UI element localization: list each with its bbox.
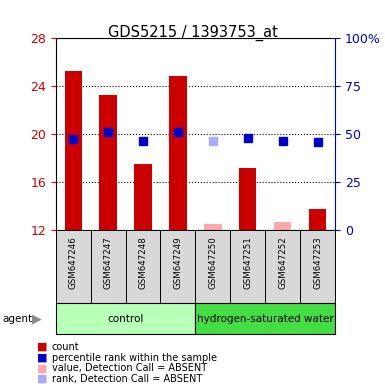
Bar — [309, 209, 326, 230]
Text: percentile rank within the sample: percentile rank within the sample — [52, 353, 217, 362]
Bar — [274, 222, 291, 230]
Text: GDS5215 / 1393753_at: GDS5215 / 1393753_at — [107, 25, 278, 41]
Text: ■: ■ — [37, 342, 48, 352]
Text: GSM647250: GSM647250 — [208, 236, 218, 289]
Text: ■: ■ — [37, 353, 48, 362]
Text: GSM647253: GSM647253 — [313, 236, 322, 289]
Text: GSM647249: GSM647249 — [173, 236, 182, 289]
Text: ■: ■ — [37, 374, 48, 384]
Text: control: control — [107, 314, 144, 324]
Text: hydrogen-saturated water: hydrogen-saturated water — [197, 314, 333, 324]
Text: rank, Detection Call = ABSENT: rank, Detection Call = ABSENT — [52, 374, 202, 384]
Text: ■: ■ — [37, 363, 48, 373]
Bar — [300, 230, 335, 303]
Text: GSM647252: GSM647252 — [278, 236, 287, 289]
Text: GSM647248: GSM647248 — [139, 236, 147, 289]
Bar — [126, 230, 161, 303]
Bar — [161, 230, 195, 303]
Text: GSM647246: GSM647246 — [69, 236, 78, 289]
Bar — [195, 230, 230, 303]
Bar — [56, 303, 195, 334]
Bar — [56, 230, 91, 303]
Bar — [195, 303, 335, 334]
Bar — [230, 230, 265, 303]
Text: GSM647247: GSM647247 — [104, 236, 113, 289]
Text: value, Detection Call = ABSENT: value, Detection Call = ABSENT — [52, 363, 207, 373]
Bar — [204, 224, 221, 230]
Bar — [91, 230, 126, 303]
Text: GSM647251: GSM647251 — [243, 236, 252, 289]
Bar — [265, 230, 300, 303]
Text: count: count — [52, 342, 80, 352]
Bar — [99, 95, 117, 230]
Bar — [134, 164, 152, 230]
Bar — [65, 71, 82, 230]
Bar — [239, 168, 256, 230]
Text: ▶: ▶ — [32, 312, 42, 325]
Text: agent: agent — [2, 314, 32, 324]
Bar — [169, 76, 187, 230]
